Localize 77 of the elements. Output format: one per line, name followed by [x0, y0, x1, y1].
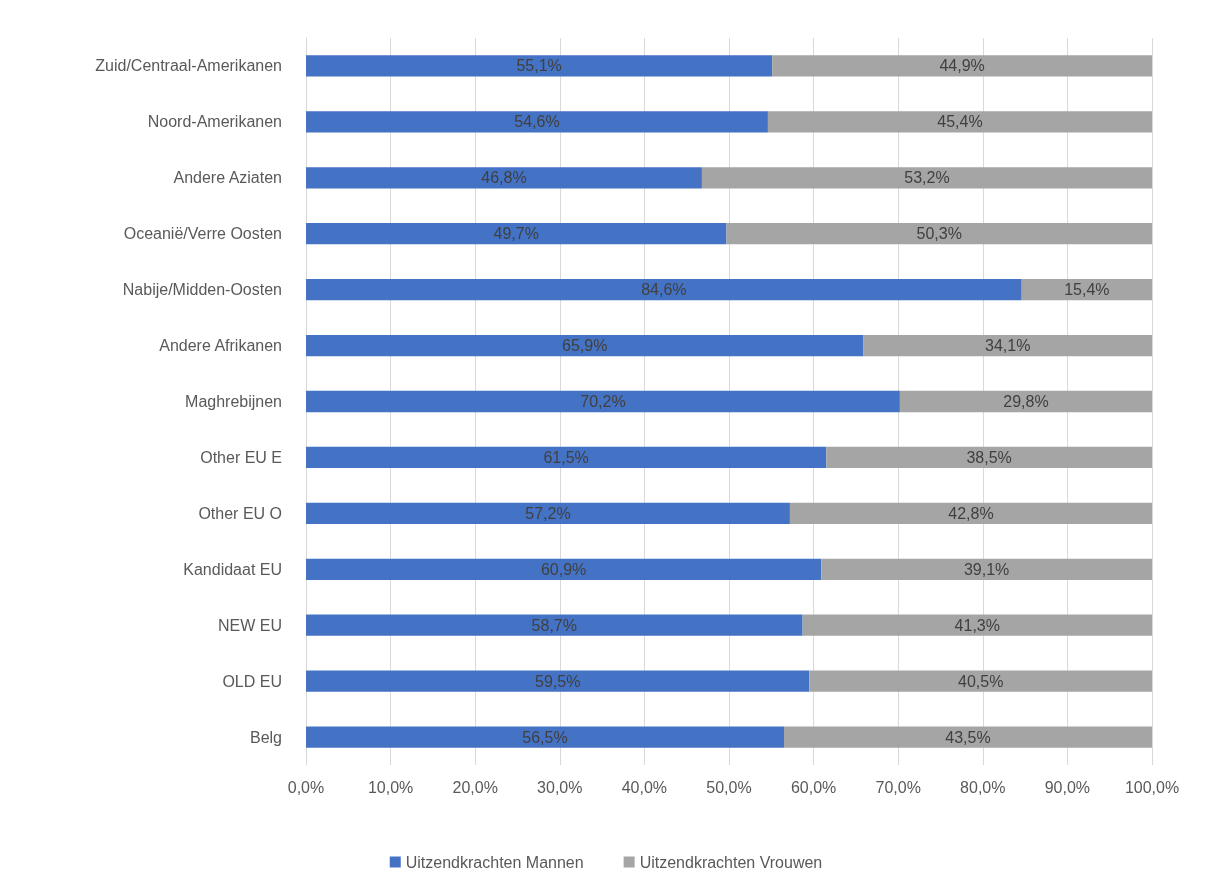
bar	[306, 167, 702, 189]
bar	[772, 55, 1152, 77]
data-label: 50,3%	[916, 225, 962, 243]
y-tick-label: Oceanië/Verre Oosten	[123, 225, 282, 243]
bar	[306, 726, 784, 748]
y-tick-label: OLD EU	[222, 672, 282, 690]
bar	[701, 167, 1152, 189]
bar	[783, 726, 1152, 748]
bar	[306, 558, 822, 580]
legend-label: Uitzendkrachten Vrouwen	[639, 853, 823, 871]
bar	[789, 502, 1152, 524]
data-label: 38,5%	[966, 448, 1012, 466]
data-label: 34,1%	[985, 337, 1031, 355]
data-label: 58,7%	[531, 616, 577, 634]
data-label: 45,4%	[937, 113, 983, 131]
bar	[899, 390, 1152, 413]
x-tick-label: 10,0%	[367, 778, 414, 796]
y-tick-label: Kandidaat EU	[183, 560, 282, 578]
data-label: 84,6%	[641, 281, 687, 299]
y-tick-label: NEW EU	[218, 616, 282, 634]
data-label: 57,2%	[525, 504, 571, 522]
bar	[863, 334, 1152, 357]
y-tick-label: Maghrebijnen	[185, 393, 282, 410]
x-tick-label: 20,0%	[452, 778, 498, 796]
bar	[306, 223, 727, 245]
x-tick-label: 70,0%	[875, 778, 921, 796]
data-label: 43,5%	[945, 728, 991, 746]
data-label: 29,8%	[1003, 393, 1049, 410]
x-tick-label: 100,0%	[1124, 778, 1180, 796]
x-tick-label: 80,0%	[960, 778, 1006, 796]
bar	[767, 111, 1152, 133]
bar	[306, 614, 803, 636]
bar	[306, 502, 790, 524]
y-tick-label: Belg	[249, 728, 282, 746]
y-tick-label: Zuid/Centraal-Amerikanen	[95, 57, 282, 75]
bar	[821, 558, 1152, 580]
data-label: 49,7%	[493, 225, 539, 243]
data-label: 42,8%	[948, 504, 994, 522]
x-tick-label: 60,0%	[790, 778, 837, 796]
x-tick-label: 30,0%	[537, 778, 583, 796]
bar	[306, 55, 773, 77]
y-tick-label: Nabije/Midden-Oosten	[122, 281, 282, 299]
data-label: 41,3%	[954, 616, 1000, 634]
x-tick-label: 90,0%	[1044, 778, 1091, 796]
bar	[306, 334, 864, 357]
data-label: 53,2%	[904, 169, 950, 187]
x-tick-label: 50,0%	[706, 778, 752, 796]
bar	[802, 614, 1152, 636]
bar	[306, 446, 827, 469]
bar	[306, 279, 1022, 301]
y-tick-label: Andere Aziaten	[173, 169, 282, 187]
y-tick-label: Other EU O	[198, 504, 282, 522]
data-label: 44,9%	[939, 57, 985, 75]
data-label: 61,5%	[543, 448, 589, 466]
data-label: 54,6%	[514, 113, 560, 131]
data-label: 60,9%	[540, 560, 587, 578]
bar	[306, 390, 900, 413]
data-label: 70,2%	[580, 393, 626, 410]
x-tick-label: 0,0%	[287, 778, 325, 796]
y-tick-label: Other EU E	[200, 448, 282, 466]
data-label: 59,5%	[535, 672, 581, 690]
x-tick-label: 40,0%	[621, 778, 668, 796]
data-label: 15,4%	[1064, 281, 1110, 299]
bar	[306, 111, 768, 133]
bar	[809, 670, 1152, 692]
legend-label: Uitzendkrachten Mannen	[405, 853, 584, 871]
data-label: 40,5%	[958, 672, 1004, 690]
bar	[826, 446, 1152, 469]
y-tick-label: Noord-Amerikanen	[147, 113, 282, 131]
data-label: 39,1%	[963, 560, 1010, 578]
data-label: 46,8%	[481, 169, 527, 187]
bar	[726, 223, 1152, 245]
data-label: 55,1%	[516, 57, 562, 75]
bar	[306, 670, 810, 692]
y-tick-label: Andere Afrikanen	[159, 337, 282, 355]
data-label: 65,9%	[562, 337, 608, 355]
data-label: 56,5%	[522, 728, 568, 746]
